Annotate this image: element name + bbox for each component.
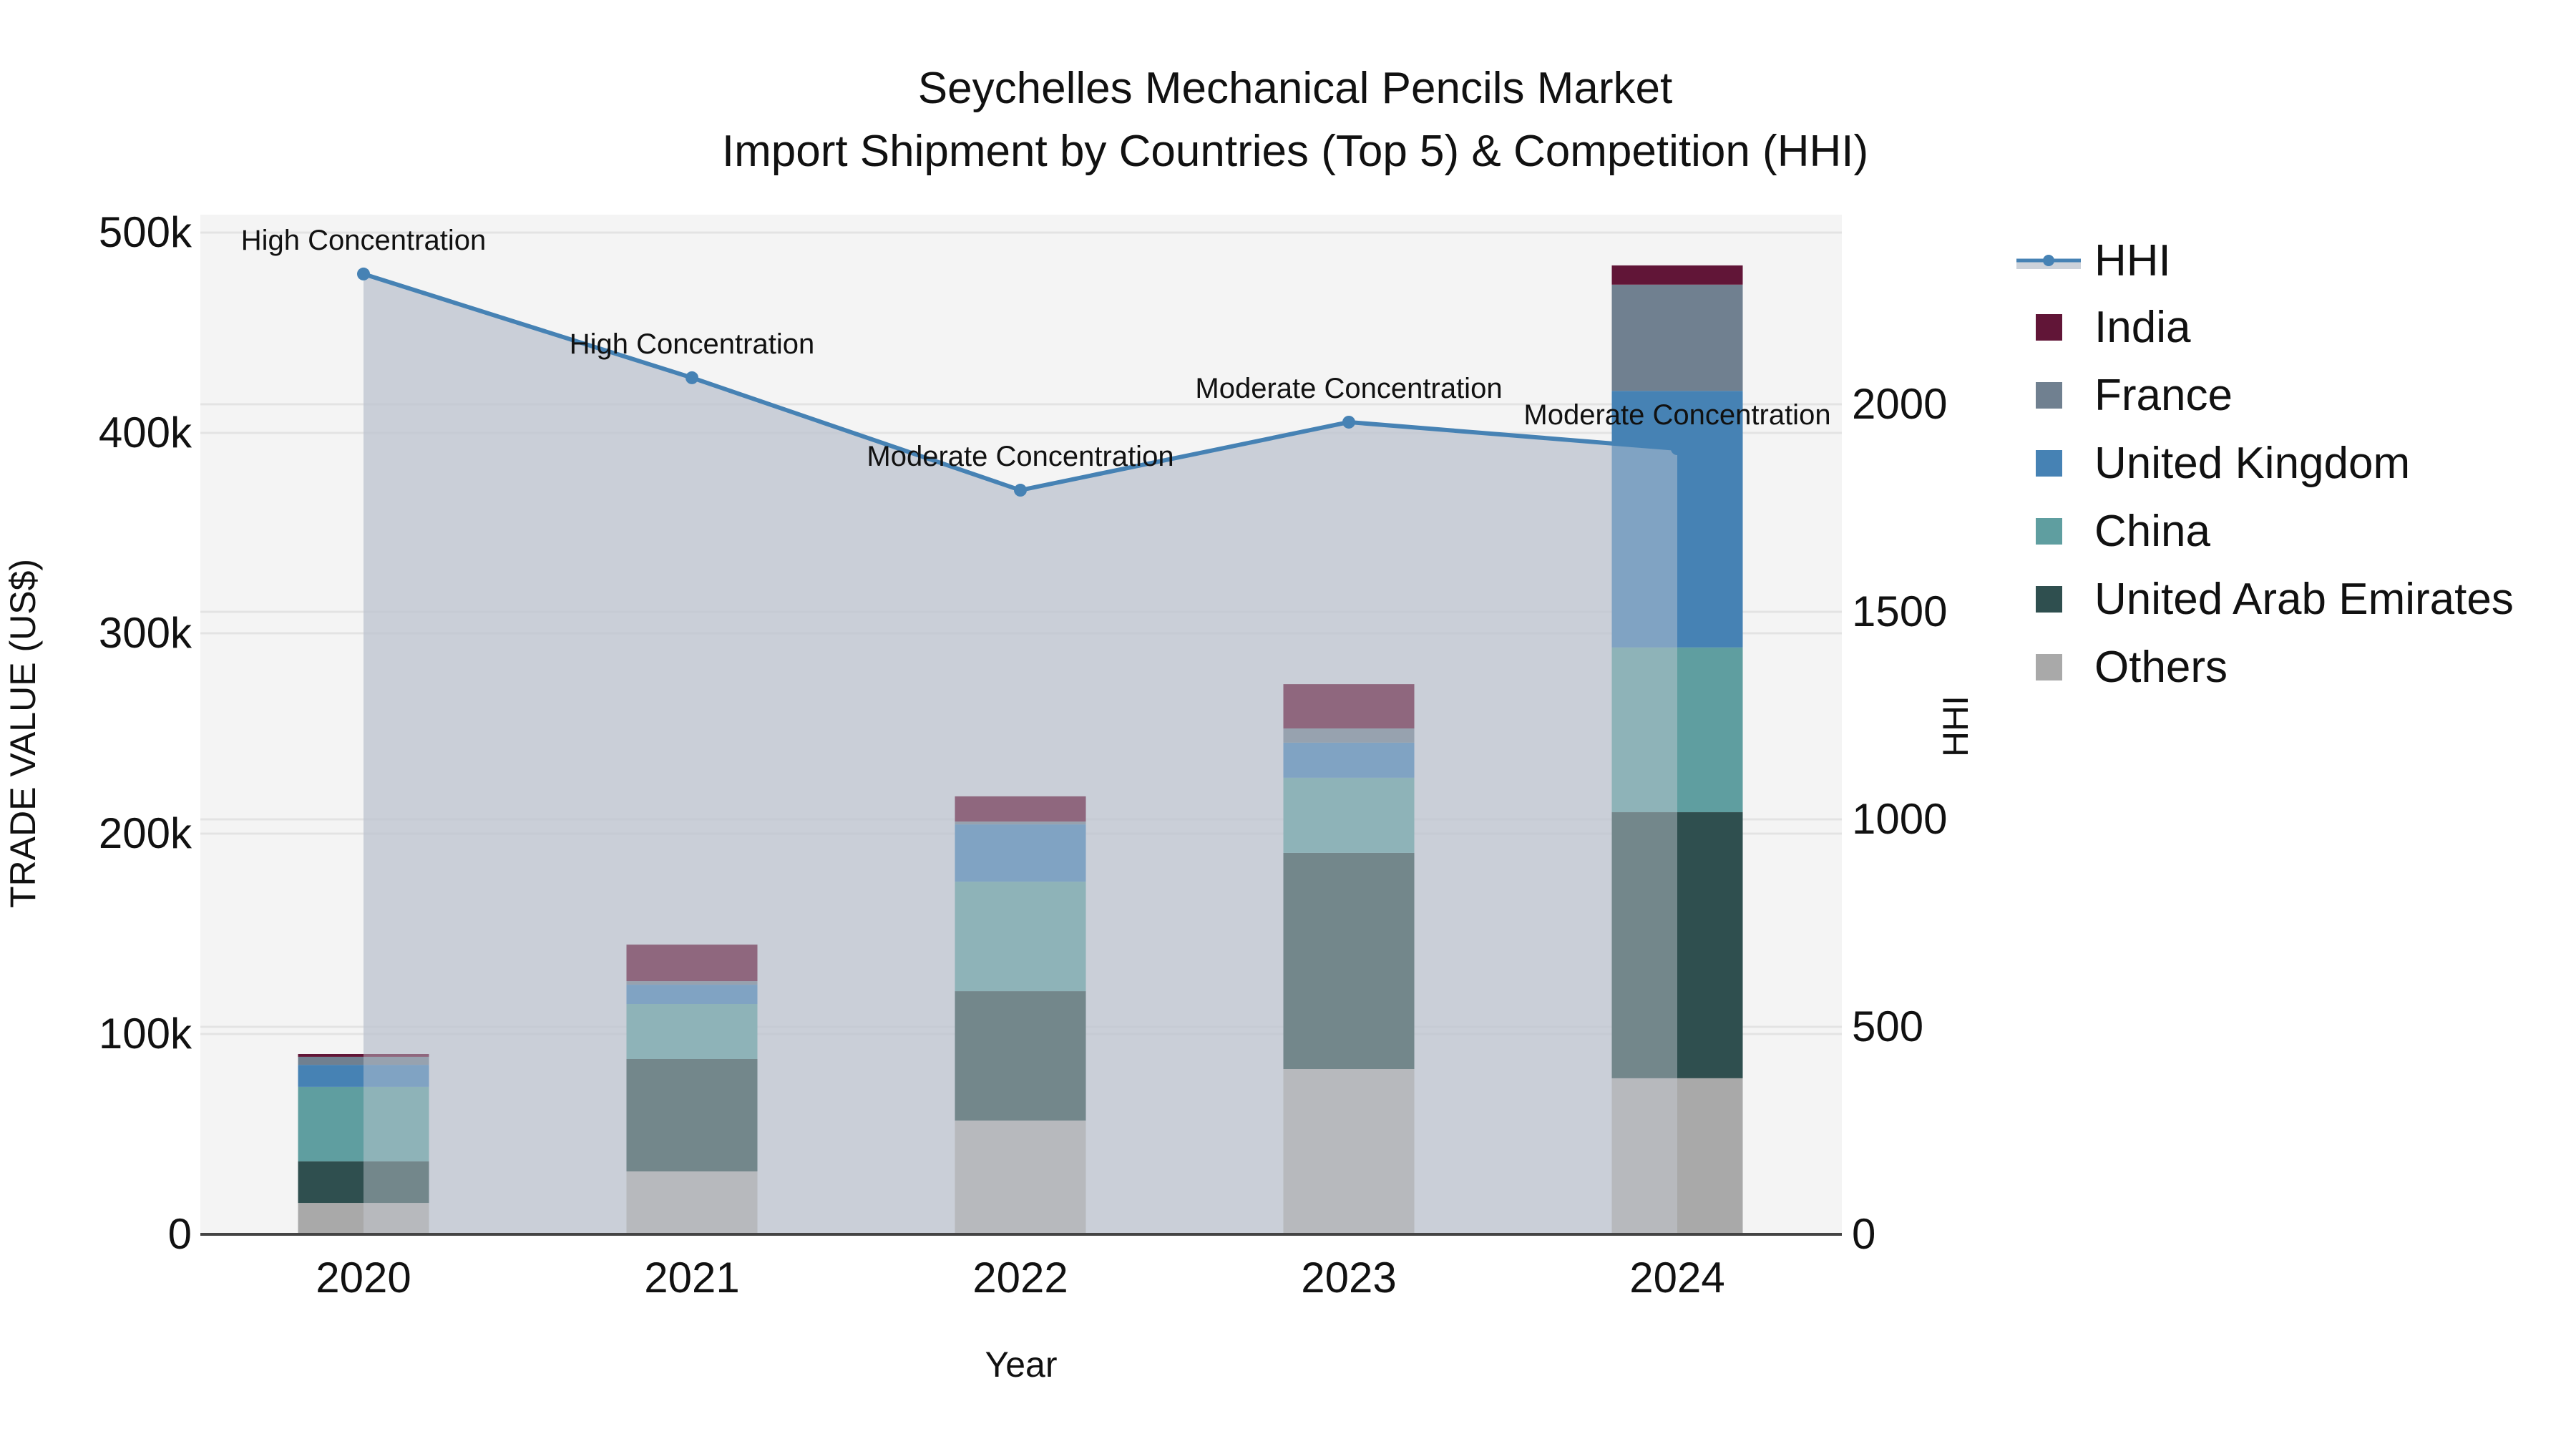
legend-label: United Kingdom xyxy=(2094,439,2411,488)
y-axis-title: TRADE VALUE (US$) xyxy=(3,558,43,909)
svg-text:200k: 200k xyxy=(99,809,192,857)
bar-segment[interactable] xyxy=(626,945,758,982)
bar-segment[interactable] xyxy=(626,1171,758,1234)
y2-axis-title: HHI xyxy=(1936,695,1976,758)
bar-segment[interactable] xyxy=(955,991,1086,1121)
svg-text:500: 500 xyxy=(1852,1002,1923,1050)
bar-segment[interactable] xyxy=(955,821,1086,825)
legend-label: India xyxy=(2094,303,2191,352)
bar-segment[interactable] xyxy=(298,1086,429,1162)
bar-segment[interactable] xyxy=(298,1161,429,1204)
svg-text:1500: 1500 xyxy=(1852,587,1947,635)
svg-text:2000: 2000 xyxy=(1852,380,1947,428)
svg-text:2022: 2022 xyxy=(972,1254,1068,1302)
square-swatch-icon xyxy=(2036,314,2062,341)
hhi-point[interactable] xyxy=(357,267,370,280)
bar-segment[interactable] xyxy=(626,981,758,985)
bar-segment[interactable] xyxy=(955,796,1086,822)
bar-segment[interactable] xyxy=(1283,777,1415,853)
bar-segment[interactable] xyxy=(1283,742,1415,778)
y-axis-ticks: 0 100k 200k 300k 400k 500k xyxy=(99,208,192,1258)
svg-text:2021: 2021 xyxy=(644,1254,739,1302)
hhi-annotation: Moderate Concentration xyxy=(1195,373,1502,404)
svg-text:1000: 1000 xyxy=(1852,795,1947,843)
line-marker-icon xyxy=(2016,255,2081,269)
bar-segment[interactable] xyxy=(1611,391,1743,648)
hhi-point[interactable] xyxy=(686,371,698,384)
bar-segment[interactable] xyxy=(1611,284,1743,391)
bar-segment[interactable] xyxy=(626,1004,758,1059)
bar-segment[interactable] xyxy=(1611,812,1743,1078)
square-swatch-icon xyxy=(2036,518,2062,545)
y2-axis-ticks: 0 500 1000 1500 2000 xyxy=(1852,380,1947,1258)
bar-segment[interactable] xyxy=(626,1059,758,1172)
bar-segment[interactable] xyxy=(1283,1069,1415,1234)
legend-label: France xyxy=(2094,371,2233,420)
hhi-line xyxy=(357,267,1684,497)
hhi-point[interactable] xyxy=(1342,415,1355,429)
x-axis-title: Year xyxy=(985,1345,1058,1385)
svg-text:100k: 100k xyxy=(99,1010,192,1058)
bar-segment[interactable] xyxy=(1283,852,1415,1069)
svg-text:400k: 400k xyxy=(99,409,192,457)
svg-text:2024: 2024 xyxy=(1629,1254,1724,1302)
bar-segment[interactable] xyxy=(955,824,1086,882)
bar-segment[interactable] xyxy=(955,882,1086,992)
hhi-point[interactable] xyxy=(1014,484,1027,497)
bar-segment[interactable] xyxy=(298,1065,429,1087)
svg-text:2020: 2020 xyxy=(316,1254,411,1302)
bar-segment[interactable] xyxy=(298,1056,429,1065)
square-swatch-icon xyxy=(2036,654,2062,680)
bar-segment[interactable] xyxy=(298,1054,429,1057)
square-swatch-icon xyxy=(2036,450,2062,477)
hhi-annotation: Moderate Concentration xyxy=(867,441,1174,472)
legend-label: China xyxy=(2094,507,2210,556)
hhi-annotation: High Concentration xyxy=(241,225,486,256)
stacked-bars xyxy=(298,265,1743,1234)
svg-text:300k: 300k xyxy=(99,609,192,657)
x-axis-ticks: 2020 2021 2022 2023 2024 xyxy=(316,1254,1724,1302)
chart-title-line2: Import Shipment by Countries (Top 5) & C… xyxy=(721,127,1869,176)
svg-text:500k: 500k xyxy=(99,208,192,256)
hhi-point[interactable] xyxy=(1671,442,1684,456)
legend-label: HHI xyxy=(2094,236,2171,286)
bar-segment[interactable] xyxy=(955,1120,1086,1234)
hhi-annotation: High Concentration xyxy=(570,328,814,360)
square-swatch-icon xyxy=(2036,586,2062,613)
bar-segment[interactable] xyxy=(1611,647,1743,813)
svg-text:2023: 2023 xyxy=(1301,1254,1396,1302)
bar-segment[interactable] xyxy=(1283,728,1415,743)
chart-title-line1: Seychelles Mechanical Pencils Market xyxy=(917,64,1673,113)
hhi-annotations: High Concentration High Concentration Mode… xyxy=(241,225,1831,472)
legend-label: United Arab Emirates xyxy=(2094,575,2514,624)
hhi-annotation: Moderate Concentration xyxy=(1523,399,1830,431)
bar-segment[interactable] xyxy=(626,985,758,1004)
bar-segment[interactable] xyxy=(298,1203,429,1234)
bar-segment[interactable] xyxy=(1283,684,1415,728)
svg-text:0: 0 xyxy=(168,1210,192,1258)
bar-segment[interactable] xyxy=(1611,1078,1743,1234)
square-swatch-icon xyxy=(2036,382,2062,409)
legend-label: Others xyxy=(2094,643,2228,692)
svg-text:0: 0 xyxy=(1852,1210,1875,1258)
bar-segment[interactable] xyxy=(1611,265,1743,285)
